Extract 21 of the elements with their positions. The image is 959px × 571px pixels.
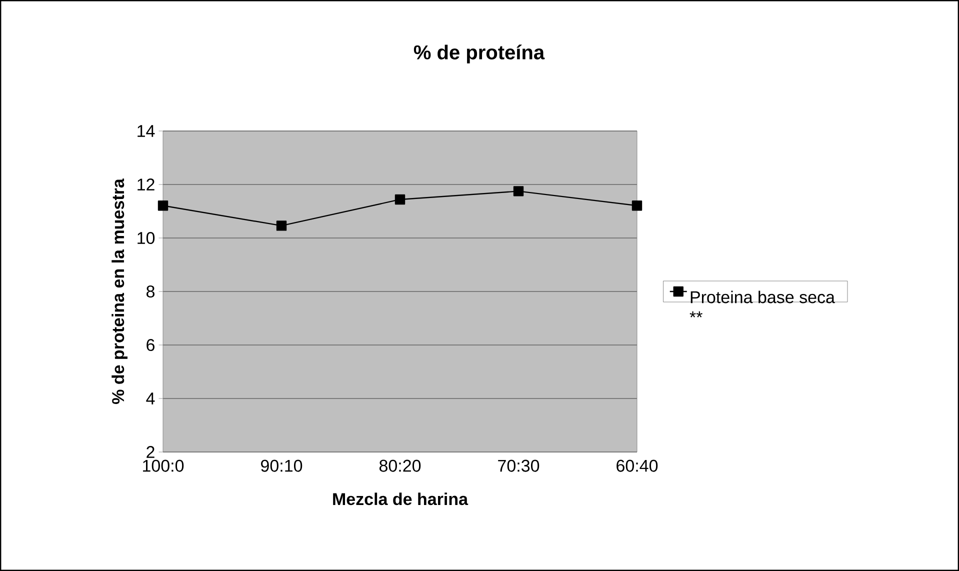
chart-title: % de proteína: [414, 44, 545, 64]
x-tick-label: 60:40: [616, 460, 658, 472]
x-tick-label: 80:20: [379, 460, 421, 472]
point: [632, 200, 642, 211]
point: [158, 200, 168, 211]
y-axis-title: % de proteina en la muestra: [112, 178, 128, 404]
x-tick-label: 100:0: [143, 460, 184, 472]
y-tick-label: 8: [146, 285, 154, 298]
point: [513, 186, 524, 196]
y-tick-label: 14: [138, 125, 155, 137]
x-axis-title: Mezcla de harina: [333, 492, 468, 506]
point: [276, 220, 287, 231]
y-tick-label: 4: [146, 392, 155, 404]
y-tick-label: 6: [146, 338, 154, 352]
y-tick-label: 10: [138, 232, 155, 244]
point: [394, 194, 406, 205]
x-tick-label: 70:30: [498, 460, 540, 472]
y-tick-label: 12: [138, 178, 154, 190]
x-tick-label: 90:10: [261, 460, 302, 472]
y-tick-label: 2: [146, 446, 154, 458]
legend-label: Proteina base seca **: [690, 290, 835, 318]
